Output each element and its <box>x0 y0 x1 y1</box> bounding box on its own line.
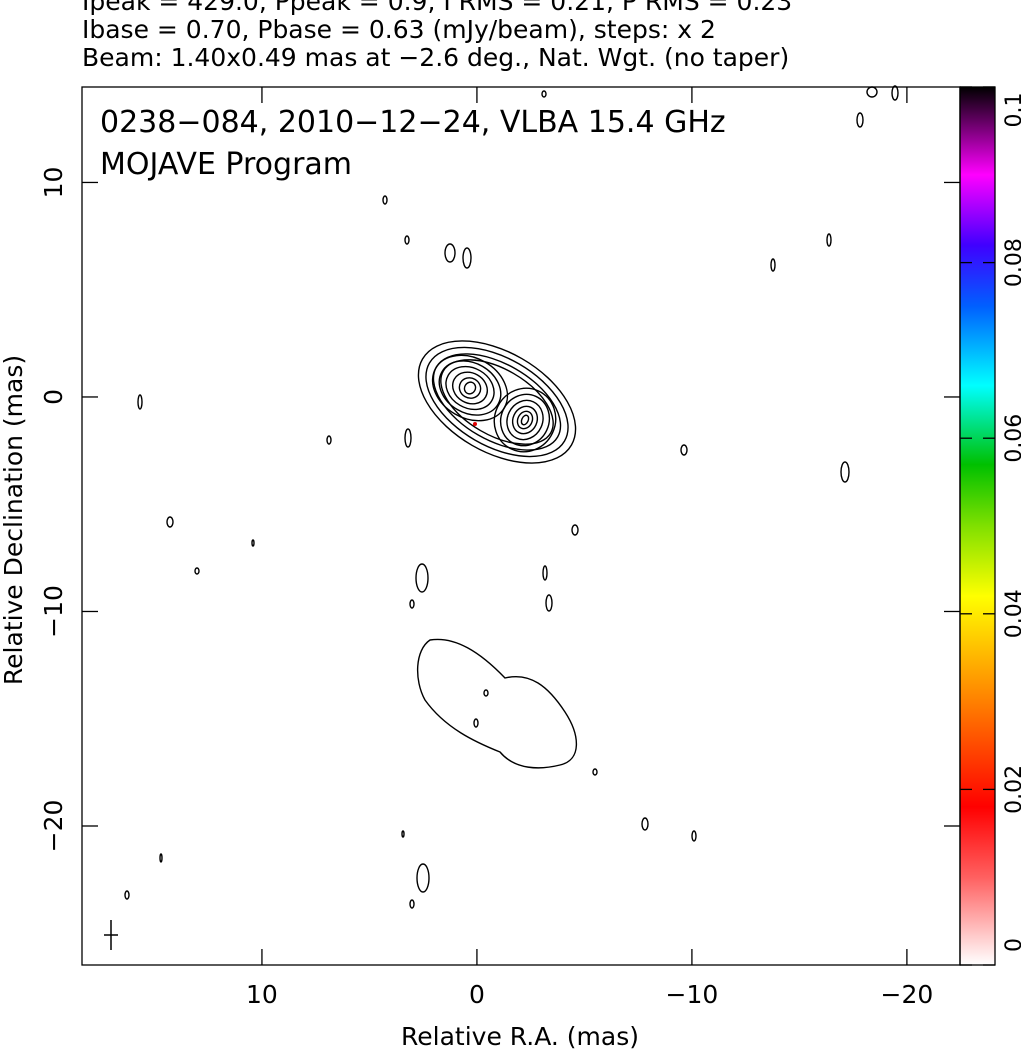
contour <box>404 235 410 245</box>
contour <box>483 689 489 697</box>
contour <box>445 365 495 411</box>
x-tick-label: −20 <box>881 980 934 1009</box>
y-axis-label: Relative Declination (mas) <box>0 355 28 685</box>
contour <box>891 85 899 101</box>
contour <box>404 428 412 448</box>
plot-frame <box>81 86 961 966</box>
contour <box>416 863 430 893</box>
x-tick-label: 10 <box>246 980 278 1009</box>
header-line: Ibase = 0.70, Pbase = 0.63 (mJy/beam), s… <box>82 15 716 44</box>
contour <box>440 359 554 445</box>
contour <box>444 243 456 263</box>
contour <box>856 112 864 128</box>
contour <box>415 563 429 593</box>
contour <box>124 890 130 900</box>
contour <box>571 524 579 536</box>
contour <box>425 346 569 458</box>
x-tick-label: 0 <box>469 980 485 1009</box>
contour <box>251 539 255 547</box>
contour <box>463 381 477 395</box>
contour <box>416 638 578 769</box>
colorbar-tick-label: 0.02 <box>1002 765 1021 814</box>
contour <box>516 410 534 430</box>
contour <box>166 516 174 528</box>
contour <box>493 387 557 453</box>
contour <box>641 817 649 831</box>
plot-subtitle: MOJAVE Program <box>100 147 352 182</box>
y-tick-label: −10 <box>39 585 68 638</box>
contour <box>545 594 553 612</box>
x-tick-label: −10 <box>666 980 719 1009</box>
colorbar-tick-label: 0.08 <box>1002 238 1021 287</box>
contour <box>417 340 577 464</box>
contour <box>401 830 405 838</box>
contour <box>770 258 776 272</box>
contour <box>194 567 200 575</box>
core-marker <box>473 422 477 426</box>
contour <box>458 377 482 399</box>
plot-title: 0238−084, 2010−12−24, VLBA 15.4 GHz <box>100 105 726 140</box>
contour <box>438 360 502 416</box>
contour <box>542 565 548 581</box>
contour <box>592 768 598 776</box>
y-tick-label: 10 <box>39 167 68 199</box>
header-line: Beam: 1.40x0.49 mas at −2.6 deg., Nat. W… <box>82 43 789 72</box>
contour <box>691 830 697 842</box>
contour <box>511 405 539 435</box>
contour <box>137 394 143 410</box>
colorbar-tick-label: 0.04 <box>1002 589 1021 638</box>
contour <box>866 86 878 98</box>
colorbar-tick-label: 0.1 <box>1002 93 1021 128</box>
contour <box>326 435 332 445</box>
header-line: Ipeak = 429.0, Ppeak = 0.9, I RMS = 0.21… <box>82 0 792 16</box>
contour <box>680 444 688 456</box>
y-tick-label: −20 <box>39 800 68 853</box>
x-axis-label: Relative R.A. (mas) <box>401 1022 639 1051</box>
contour <box>506 399 544 441</box>
colorbar-tick-label: 0.06 <box>1002 414 1021 463</box>
contour <box>520 414 530 426</box>
contour <box>840 461 850 483</box>
colorbar-tick-label: 0 <box>1002 938 1021 952</box>
contour <box>541 90 547 98</box>
contour <box>462 247 472 269</box>
contour <box>409 899 415 909</box>
contour <box>409 599 415 609</box>
contour <box>826 233 832 247</box>
contour <box>452 371 488 405</box>
contour <box>499 393 551 447</box>
contour <box>382 195 388 205</box>
colorbar <box>959 86 996 966</box>
contour <box>473 718 479 728</box>
contour <box>159 853 163 863</box>
y-tick-label: 0 <box>39 389 68 405</box>
